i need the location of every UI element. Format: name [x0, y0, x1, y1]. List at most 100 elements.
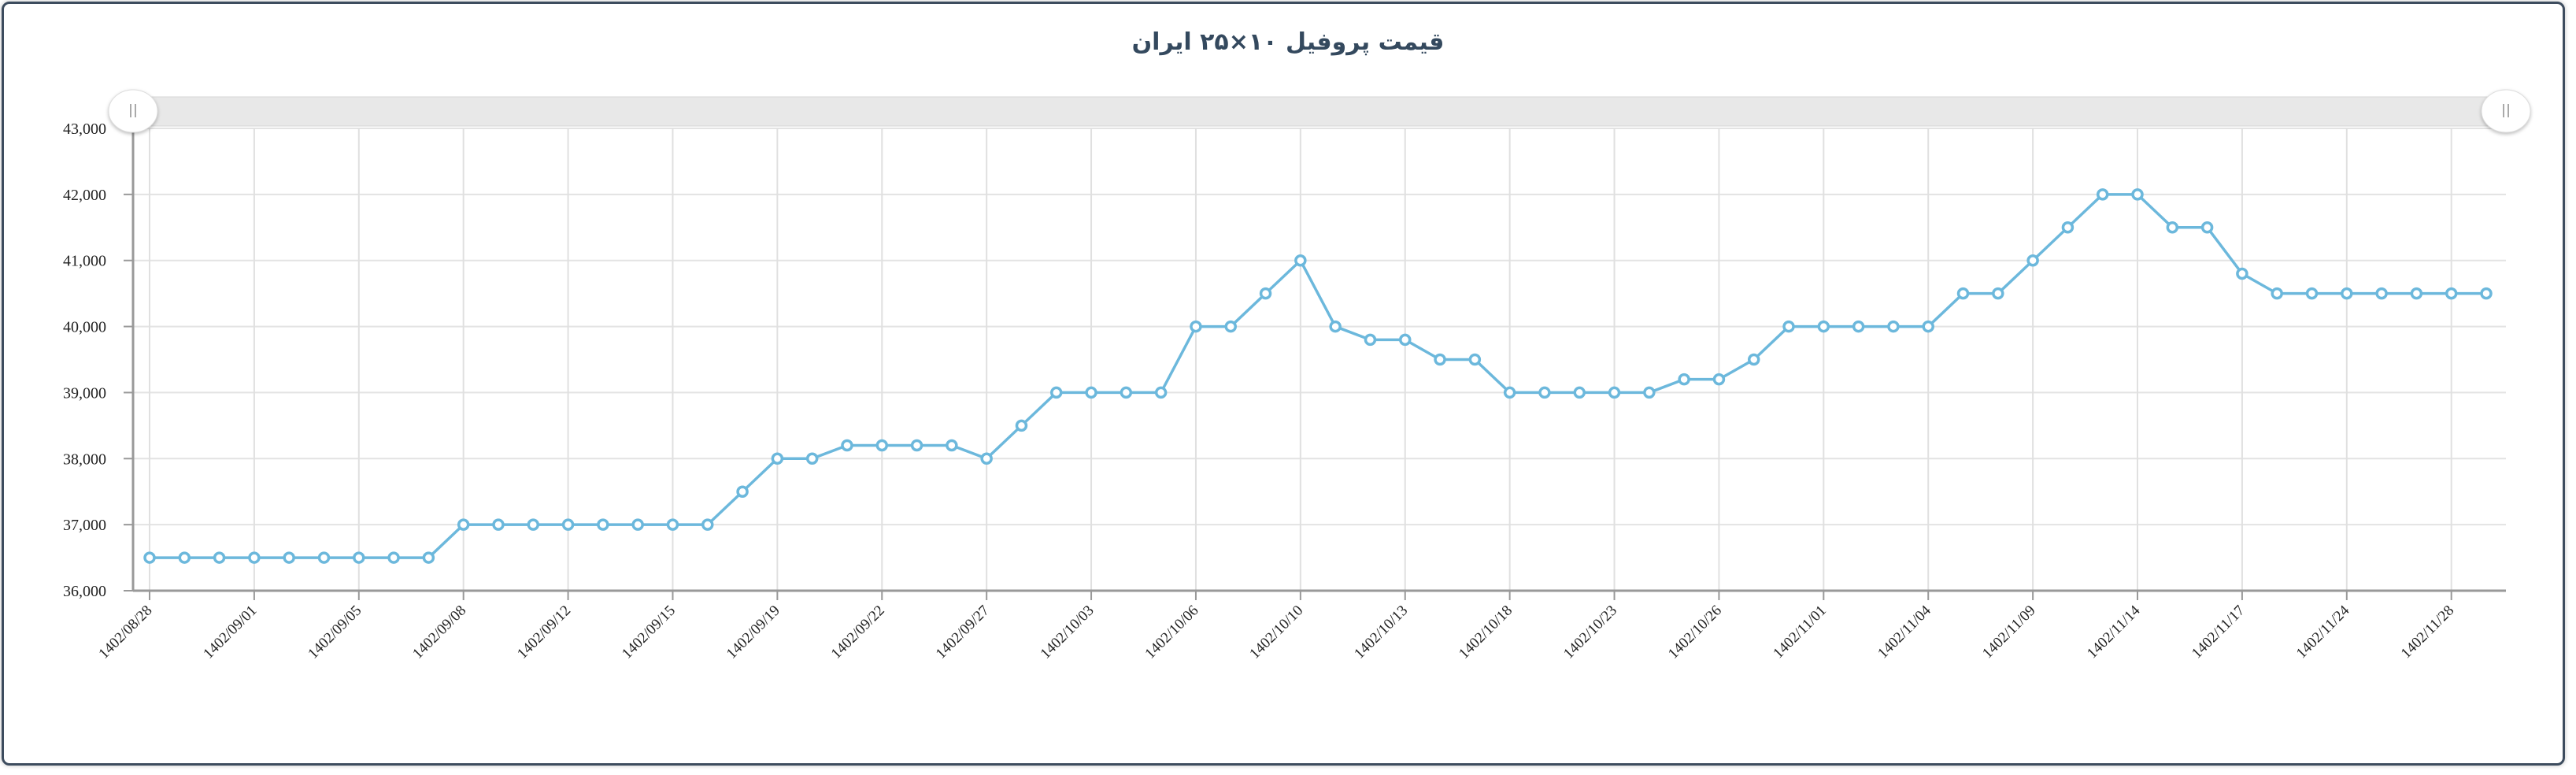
data-point	[631, 518, 644, 531]
x-tick-label: 1402/09/15	[619, 603, 679, 662]
y-tick-label: 36,000	[63, 583, 106, 600]
data-point	[1294, 254, 1307, 267]
data-point	[492, 518, 505, 531]
data-point	[2445, 287, 2458, 300]
data-point	[1887, 320, 1900, 333]
data-point	[1747, 353, 1760, 366]
data-point	[1573, 386, 1586, 399]
y-tick-label: 42,000	[63, 187, 106, 204]
grip-icon	[130, 104, 136, 117]
data-point	[178, 551, 191, 564]
series-path	[150, 193, 2486, 559]
x-tick-label: 1402/10/03	[1038, 603, 1097, 662]
x-tick-label: 1402/10/18	[1456, 603, 1516, 662]
data-point	[736, 485, 749, 498]
data-point	[2131, 188, 2144, 201]
grip-icon	[2503, 104, 2509, 117]
x-tick-label: 1402/09/27	[933, 603, 993, 662]
x-tick-label: 1402/11/17	[2189, 603, 2248, 662]
data-point	[980, 452, 993, 465]
data-point	[527, 518, 540, 531]
data-point	[317, 551, 331, 564]
data-point	[1364, 333, 1377, 347]
data-point	[2410, 287, 2423, 300]
x-tick-label: 1402/11/28	[2398, 603, 2458, 662]
data-point	[457, 518, 470, 531]
x-tick-label: 1402/10/06	[1142, 603, 1201, 662]
data-point	[946, 439, 958, 452]
y-tick-label: 38,000	[63, 451, 106, 468]
y-tick-label: 43,000	[63, 121, 106, 138]
data-point	[597, 518, 609, 531]
data-point	[1085, 386, 1097, 399]
data-point	[1678, 373, 1690, 386]
data-point	[2271, 287, 2283, 300]
data-point	[1468, 353, 1482, 366]
data-point	[1434, 353, 1446, 366]
data-point	[1120, 386, 1133, 399]
range-navigator	[108, 89, 2531, 133]
y-tick-label: 41,000	[63, 253, 106, 270]
series-line	[143, 188, 2493, 564]
data-point	[771, 452, 784, 465]
navigator-handle-right[interactable]	[2481, 89, 2531, 133]
data-point	[248, 551, 261, 564]
data-point	[2341, 287, 2353, 300]
y-tick-label: 40,000	[63, 319, 106, 336]
data-point	[701, 518, 714, 531]
x-tick-label: 1402/09/01	[200, 603, 260, 662]
data-point	[1992, 287, 2004, 300]
data-point	[1608, 386, 1621, 399]
x-tick-label: 1402/11/09	[1979, 603, 2039, 662]
data-point	[841, 439, 853, 452]
x-tick-label: 1402/09/19	[724, 603, 783, 662]
axes: 36,000 37,000 38,000 39,000 40,000 41,000 42,0…	[63, 121, 2506, 662]
x-tick-label: 1402/11/01	[1770, 603, 1830, 662]
data-point	[422, 551, 435, 564]
data-point	[1154, 386, 1168, 399]
data-point	[1015, 419, 1028, 432]
data-point	[143, 551, 156, 564]
data-point	[561, 518, 575, 531]
x-tick-label: 1402/09/08	[409, 603, 469, 662]
data-point	[1817, 320, 1830, 333]
x-tick-label: 1402/10/23	[1560, 603, 1620, 662]
data-point	[1398, 333, 1412, 347]
data-point	[1782, 320, 1795, 333]
data-point	[387, 551, 400, 564]
data-point	[1190, 320, 1202, 333]
data-point	[1643, 386, 1656, 399]
data-point	[1329, 320, 1342, 333]
x-tick-label: 1402/10/13	[1351, 603, 1411, 662]
data-point	[353, 551, 365, 564]
data-point	[1712, 373, 1726, 386]
data-point	[875, 439, 889, 452]
data-point	[2200, 221, 2214, 234]
data-point	[283, 551, 295, 564]
x-tick-label: 1402/10/10	[1246, 603, 1306, 662]
navigator-track[interactable]	[131, 96, 2507, 127]
data-point	[2305, 287, 2319, 300]
data-point	[1224, 320, 1238, 333]
data-point	[1538, 386, 1551, 399]
data-point	[910, 439, 923, 452]
x-tick-label: 1402/11/14	[2084, 602, 2144, 662]
grid	[133, 128, 2506, 591]
data-point	[1922, 320, 1934, 333]
data-point	[1956, 287, 1970, 300]
data-point	[2166, 221, 2179, 234]
y-tick-label: 37,000	[63, 517, 106, 534]
x-tick-label: 1402/09/22	[828, 603, 888, 662]
y-tick-label: 39,000	[63, 384, 106, 402]
data-point	[2096, 188, 2109, 201]
data-point	[2375, 287, 2388, 300]
data-point	[666, 518, 679, 531]
data-point	[2480, 287, 2493, 300]
x-tick-label: 1402/11/24	[2293, 602, 2353, 662]
data-point	[1852, 320, 1865, 333]
data-point	[213, 551, 226, 564]
navigator-handle-left[interactable]	[108, 89, 158, 133]
data-point	[2026, 254, 2039, 267]
data-point	[1050, 386, 1063, 399]
